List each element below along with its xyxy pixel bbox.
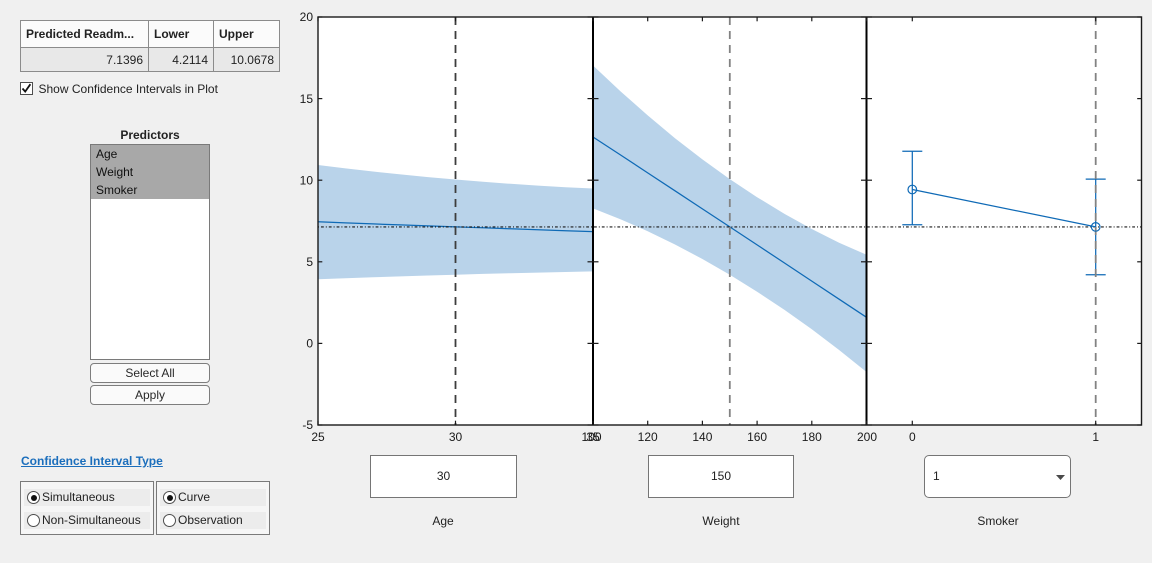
svg-text:25: 25	[311, 430, 325, 444]
svg-text:160: 160	[747, 430, 767, 444]
svg-text:35: 35	[586, 430, 600, 444]
svg-text:15: 15	[300, 92, 314, 106]
svg-text:120: 120	[638, 430, 658, 444]
svg-text:-5: -5	[302, 418, 313, 432]
svg-text:100: 100	[581, 430, 601, 444]
svg-text:20: 20	[300, 10, 314, 24]
svg-text:1: 1	[1092, 430, 1099, 444]
svg-text:10: 10	[300, 173, 314, 187]
svg-text:0: 0	[306, 337, 313, 351]
svg-text:140: 140	[692, 430, 712, 444]
svg-text:5: 5	[306, 255, 313, 269]
svg-text:200: 200	[857, 430, 877, 444]
svg-text:0: 0	[909, 430, 916, 444]
svg-text:30: 30	[449, 430, 463, 444]
svg-text:180: 180	[802, 430, 822, 444]
